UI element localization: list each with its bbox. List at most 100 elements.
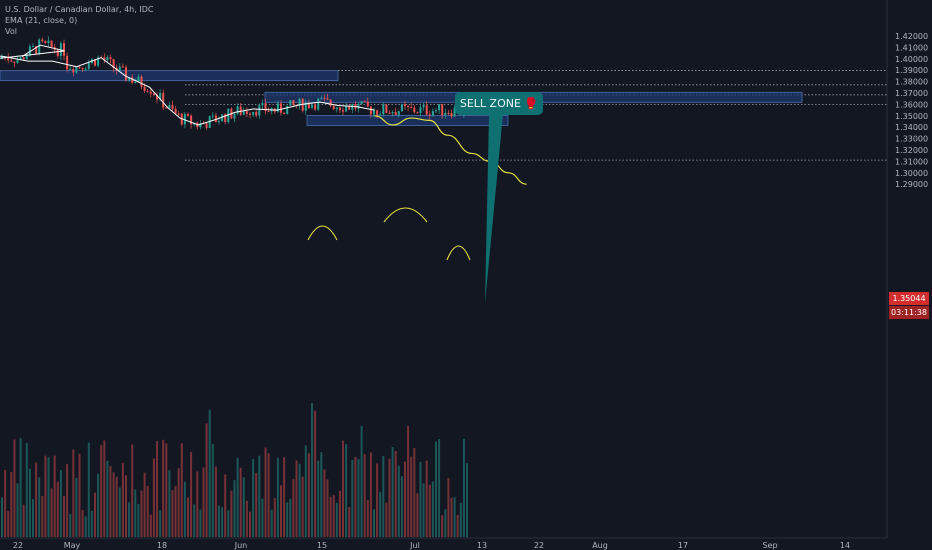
candle-body bbox=[382, 104, 385, 115]
volume-bar bbox=[224, 474, 227, 537]
volume-bar bbox=[270, 509, 273, 537]
candle-body bbox=[404, 104, 406, 106]
candle-body bbox=[348, 106, 351, 110]
volume-bar bbox=[400, 476, 403, 537]
candle-body bbox=[304, 102, 307, 111]
symbol-title[interactable]: U.S. Dollar / Canadian Dollar, 4h, IDC bbox=[5, 5, 154, 14]
x-tick-label: 13 bbox=[477, 541, 487, 550]
volume-bar bbox=[273, 497, 276, 537]
volume-bar bbox=[128, 502, 131, 537]
pattern-arc[interactable] bbox=[383, 207, 428, 223]
candle-body bbox=[7, 56, 10, 61]
callout-pointer bbox=[485, 114, 503, 303]
volume-bar bbox=[335, 502, 338, 537]
candle-body bbox=[78, 66, 81, 68]
volume-bar bbox=[190, 451, 193, 537]
candle-body bbox=[280, 103, 282, 113]
volume-bar bbox=[106, 460, 109, 537]
projection-path[interactable] bbox=[374, 115, 527, 185]
candle-body bbox=[258, 105, 261, 116]
x-tick-label: 14 bbox=[840, 541, 850, 550]
support-resistance-zone[interactable] bbox=[306, 115, 509, 126]
volume-bar bbox=[41, 495, 44, 537]
candle-body bbox=[264, 103, 267, 112]
volume-bar bbox=[255, 473, 258, 537]
candle-body bbox=[286, 105, 289, 115]
candle-body bbox=[174, 108, 177, 114]
volume-bar bbox=[134, 489, 137, 537]
candle-body bbox=[236, 106, 239, 114]
volume-bar bbox=[66, 464, 69, 537]
y-tick-label: 1.36000 bbox=[895, 100, 928, 109]
volume-bar bbox=[348, 507, 351, 537]
candle-body bbox=[410, 106, 413, 108]
candle-body bbox=[252, 111, 255, 115]
candle-body bbox=[233, 113, 236, 119]
volume-bar bbox=[301, 476, 304, 537]
volume-bar bbox=[100, 445, 103, 537]
candle-body bbox=[422, 105, 425, 108]
bar-countdown-tag: 03:11:38 bbox=[889, 306, 929, 319]
volume-bar bbox=[25, 442, 28, 537]
volume-indicator-label[interactable]: Vol bbox=[5, 27, 17, 36]
candle-body bbox=[146, 90, 149, 92]
candle-body bbox=[97, 57, 100, 66]
candle-body bbox=[121, 66, 124, 68]
volume-bar bbox=[373, 509, 375, 537]
volume-bar bbox=[366, 500, 369, 537]
volume-bar bbox=[289, 498, 292, 537]
volume-bar bbox=[1, 497, 3, 537]
y-tick-label: 1.34000 bbox=[895, 123, 928, 132]
volume-bar bbox=[177, 468, 180, 537]
support-resistance-zone[interactable] bbox=[0, 70, 339, 82]
volume-bar bbox=[428, 484, 431, 537]
candle-body bbox=[419, 107, 422, 113]
candle-body bbox=[128, 77, 131, 81]
candle-body bbox=[103, 57, 106, 61]
candle-body bbox=[335, 107, 338, 110]
volume-bar bbox=[438, 439, 441, 537]
candle-body bbox=[41, 39, 44, 41]
candle-body bbox=[379, 114, 382, 116]
y-tick-label: 1.30000 bbox=[895, 169, 928, 178]
volume-bar bbox=[59, 470, 62, 537]
candle-body bbox=[63, 43, 65, 56]
candle-body bbox=[289, 100, 292, 106]
pattern-arc[interactable] bbox=[446, 245, 471, 261]
volume-bar bbox=[202, 467, 205, 537]
volume-bar bbox=[32, 499, 34, 537]
candle-body bbox=[22, 57, 25, 60]
candle-body bbox=[25, 55, 28, 60]
volume-bar bbox=[425, 460, 428, 537]
volume-bar bbox=[56, 481, 59, 537]
ema-indicator-label[interactable]: EMA (21, close, 0) bbox=[5, 16, 78, 25]
ema-line[interactable] bbox=[0, 44, 375, 126]
volume-bar bbox=[351, 459, 354, 537]
candle-body bbox=[13, 61, 16, 63]
volume-bar bbox=[75, 477, 78, 537]
candle-body bbox=[118, 66, 121, 71]
volume-bar bbox=[292, 479, 295, 537]
volume-bar bbox=[360, 426, 363, 537]
candle-body bbox=[311, 104, 313, 108]
sell-zone-callout[interactable]: SELL ZONE 🥊 bbox=[455, 92, 543, 115]
volume-bar bbox=[264, 447, 267, 537]
volume-bar bbox=[363, 454, 366, 537]
x-tick-label: 18 bbox=[157, 541, 167, 550]
candle-body bbox=[38, 39, 41, 54]
candle-body bbox=[276, 103, 279, 112]
pattern-arc[interactable] bbox=[307, 225, 338, 241]
candle-body bbox=[72, 68, 75, 73]
volume-bar bbox=[376, 463, 379, 537]
volume-bar bbox=[118, 487, 121, 537]
volume-bar bbox=[10, 472, 13, 537]
candle-body bbox=[56, 49, 59, 56]
candle-body bbox=[125, 67, 127, 81]
candle-body bbox=[109, 57, 112, 60]
candle-body bbox=[75, 66, 78, 73]
volume-bar bbox=[385, 502, 388, 537]
candle-body bbox=[413, 107, 416, 113]
y-tick-label: 1.33000 bbox=[895, 135, 928, 144]
